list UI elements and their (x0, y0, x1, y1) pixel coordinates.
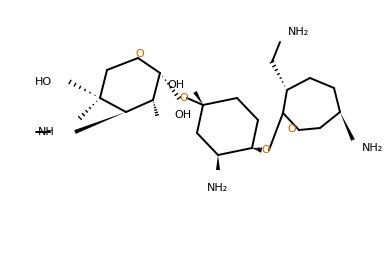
Text: O: O (136, 49, 144, 59)
Text: NH₂: NH₂ (207, 183, 229, 193)
Polygon shape (74, 112, 126, 134)
Text: NH₂: NH₂ (362, 143, 383, 153)
Polygon shape (216, 155, 220, 170)
Polygon shape (193, 91, 203, 105)
Text: OH: OH (167, 80, 184, 90)
Polygon shape (340, 112, 355, 141)
Text: O: O (287, 124, 296, 134)
Text: O: O (179, 93, 188, 103)
Text: NH: NH (38, 127, 55, 137)
Text: NH₂: NH₂ (288, 27, 309, 37)
Text: O: O (262, 145, 270, 155)
Text: OH: OH (174, 110, 191, 120)
Text: HO: HO (35, 77, 52, 87)
